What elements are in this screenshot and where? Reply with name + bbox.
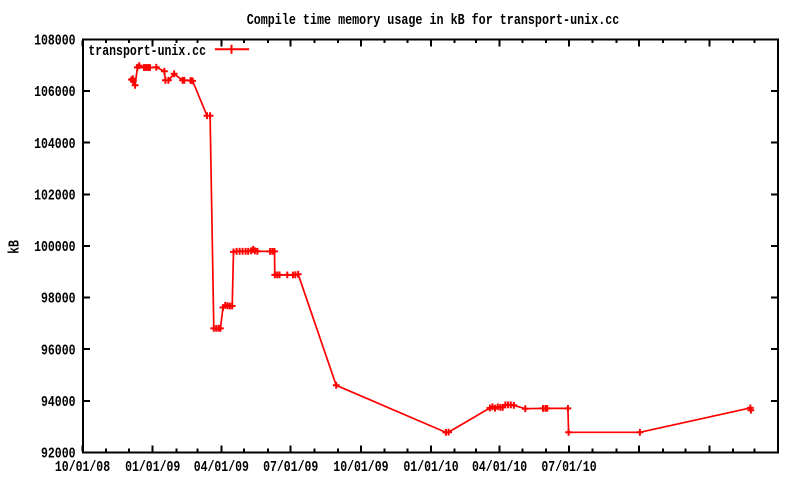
svg-text:98000: 98000 xyxy=(41,291,76,308)
svg-text:07/01/10: 07/01/10 xyxy=(541,459,596,476)
svg-text:100000: 100000 xyxy=(34,239,75,256)
svg-text:Compile time memory usage in k: Compile time memory usage in kB for tran… xyxy=(247,12,620,29)
svg-text:92000: 92000 xyxy=(41,446,76,463)
svg-text:96000: 96000 xyxy=(41,342,76,359)
svg-text:108000: 108000 xyxy=(34,33,75,50)
svg-text:01/01/10: 01/01/10 xyxy=(403,459,458,476)
svg-text:01/01/09: 01/01/09 xyxy=(125,459,180,476)
svg-text:transport-unix.cc: transport-unix.cc xyxy=(88,43,206,60)
svg-text:106000: 106000 xyxy=(34,84,75,101)
svg-text:94000: 94000 xyxy=(41,394,76,411)
svg-text:07/01/09: 07/01/09 xyxy=(263,459,318,476)
svg-text:102000: 102000 xyxy=(34,188,75,205)
svg-text:04/01/10: 04/01/10 xyxy=(472,459,527,476)
svg-text:10/01/09: 10/01/09 xyxy=(333,459,388,476)
svg-text:104000: 104000 xyxy=(34,136,75,153)
svg-text:kB: kB xyxy=(6,240,23,254)
svg-text:04/01/09: 04/01/09 xyxy=(194,459,249,476)
svg-text:10/01/08: 10/01/08 xyxy=(55,459,110,476)
